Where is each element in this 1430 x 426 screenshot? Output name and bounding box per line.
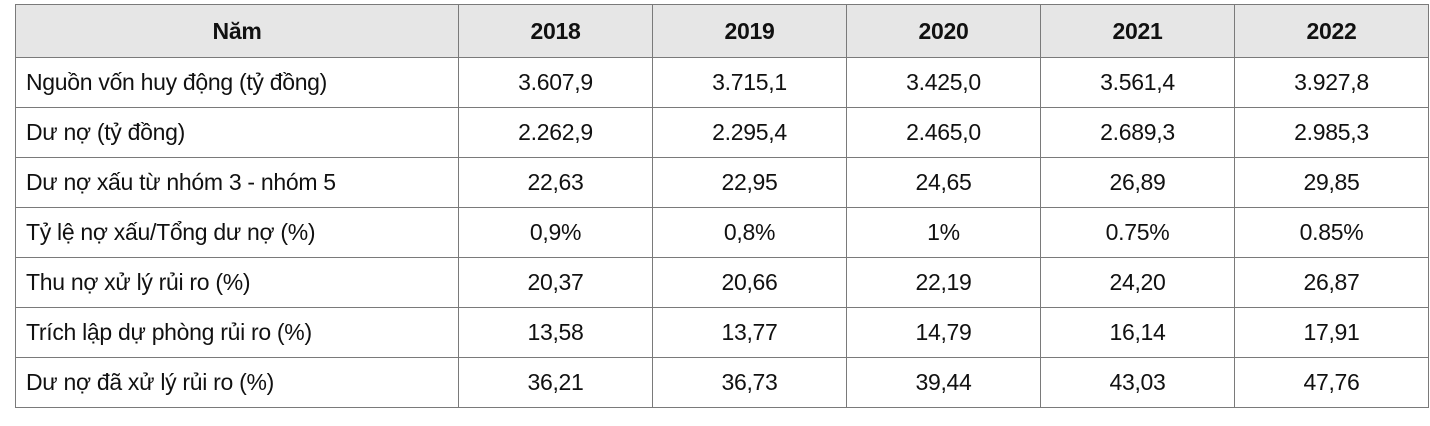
table-row: Dư nợ đã xử lý rủi ro (%) 36,21 36,73 39…	[15, 357, 1429, 408]
table-cell: 36,73	[652, 357, 847, 408]
table-cell: 2.262,9	[458, 107, 653, 158]
table-cell: 36,21	[458, 357, 653, 408]
table-cell: 22,95	[652, 157, 847, 208]
table-row: Nguồn vốn huy động (tỷ đồng) 3.607,9 3.7…	[15, 57, 1429, 108]
table-cell: 22,19	[846, 257, 1041, 308]
table-cell: 3.425,0	[846, 57, 1041, 108]
row-label: Thu nợ xử lý rủi ro (%)	[15, 257, 459, 308]
row-label: Trích lập dự phòng rủi ro (%)	[15, 307, 459, 358]
header-cell-2021: 2021	[1040, 4, 1235, 58]
table-cell: 24,20	[1040, 257, 1235, 308]
table-container: Năm 2018 2019 2020 2021 2022 Nguồn vốn h…	[15, 4, 1429, 408]
table-cell: 2.689,3	[1040, 107, 1235, 158]
table-cell: 20,37	[458, 257, 653, 308]
table-cell: 2.465,0	[846, 107, 1041, 158]
table-cell: 14,79	[846, 307, 1041, 358]
row-label: Nguồn vốn huy động (tỷ đồng)	[15, 57, 459, 108]
table-row: Dư nợ (tỷ đồng) 2.262,9 2.295,4 2.465,0 …	[15, 107, 1429, 158]
row-label: Dư nợ đã xử lý rủi ro (%)	[15, 357, 459, 408]
table-cell: 13,58	[458, 307, 653, 358]
table-cell: 17,91	[1234, 307, 1429, 358]
table-row: Dư nợ xấu từ nhóm 3 - nhóm 5 22,63 22,95…	[15, 157, 1429, 208]
table-cell: 13,77	[652, 307, 847, 358]
table-cell: 29,85	[1234, 157, 1429, 208]
table-cell: 3.927,8	[1234, 57, 1429, 108]
table-cell: 2.985,3	[1234, 107, 1429, 158]
row-label: Dư nợ xấu từ nhóm 3 - nhóm 5	[15, 157, 459, 208]
table-cell: 43,03	[1040, 357, 1235, 408]
header-cell-year: Năm	[15, 4, 459, 58]
table-cell: 0.75%	[1040, 207, 1235, 258]
header-cell-2019: 2019	[652, 4, 847, 58]
header-cell-2022: 2022	[1234, 4, 1429, 58]
table-cell: 0,9%	[458, 207, 653, 258]
header-row: Năm 2018 2019 2020 2021 2022	[15, 4, 1429, 58]
table-row: Tỷ lệ nợ xấu/Tổng dư nợ (%) 0,9% 0,8% 1%…	[15, 207, 1429, 258]
data-table: Năm 2018 2019 2020 2021 2022 Nguồn vốn h…	[15, 4, 1429, 408]
table-row: Trích lập dự phòng rủi ro (%) 13,58 13,7…	[15, 307, 1429, 358]
table-cell: 3.715,1	[652, 57, 847, 108]
row-label: Dư nợ (tỷ đồng)	[15, 107, 459, 158]
header-cell-2020: 2020	[846, 4, 1041, 58]
table-cell: 24,65	[846, 157, 1041, 208]
table-cell: 2.295,4	[652, 107, 847, 158]
table-cell: 22,63	[458, 157, 653, 208]
row-label: Tỷ lệ nợ xấu/Tổng dư nợ (%)	[15, 207, 459, 258]
table-cell: 3.561,4	[1040, 57, 1235, 108]
table-cell: 16,14	[1040, 307, 1235, 358]
table-cell: 3.607,9	[458, 57, 653, 108]
table-cell: 47,76	[1234, 357, 1429, 408]
table-cell: 39,44	[846, 357, 1041, 408]
table-cell: 0,8%	[652, 207, 847, 258]
table-cell: 26,87	[1234, 257, 1429, 308]
table-cell: 26,89	[1040, 157, 1235, 208]
table-cell: 0.85%	[1234, 207, 1429, 258]
table-row: Thu nợ xử lý rủi ro (%) 20,37 20,66 22,1…	[15, 257, 1429, 308]
header-cell-2018: 2018	[458, 4, 653, 58]
table-cell: 20,66	[652, 257, 847, 308]
table-cell: 1%	[846, 207, 1041, 258]
